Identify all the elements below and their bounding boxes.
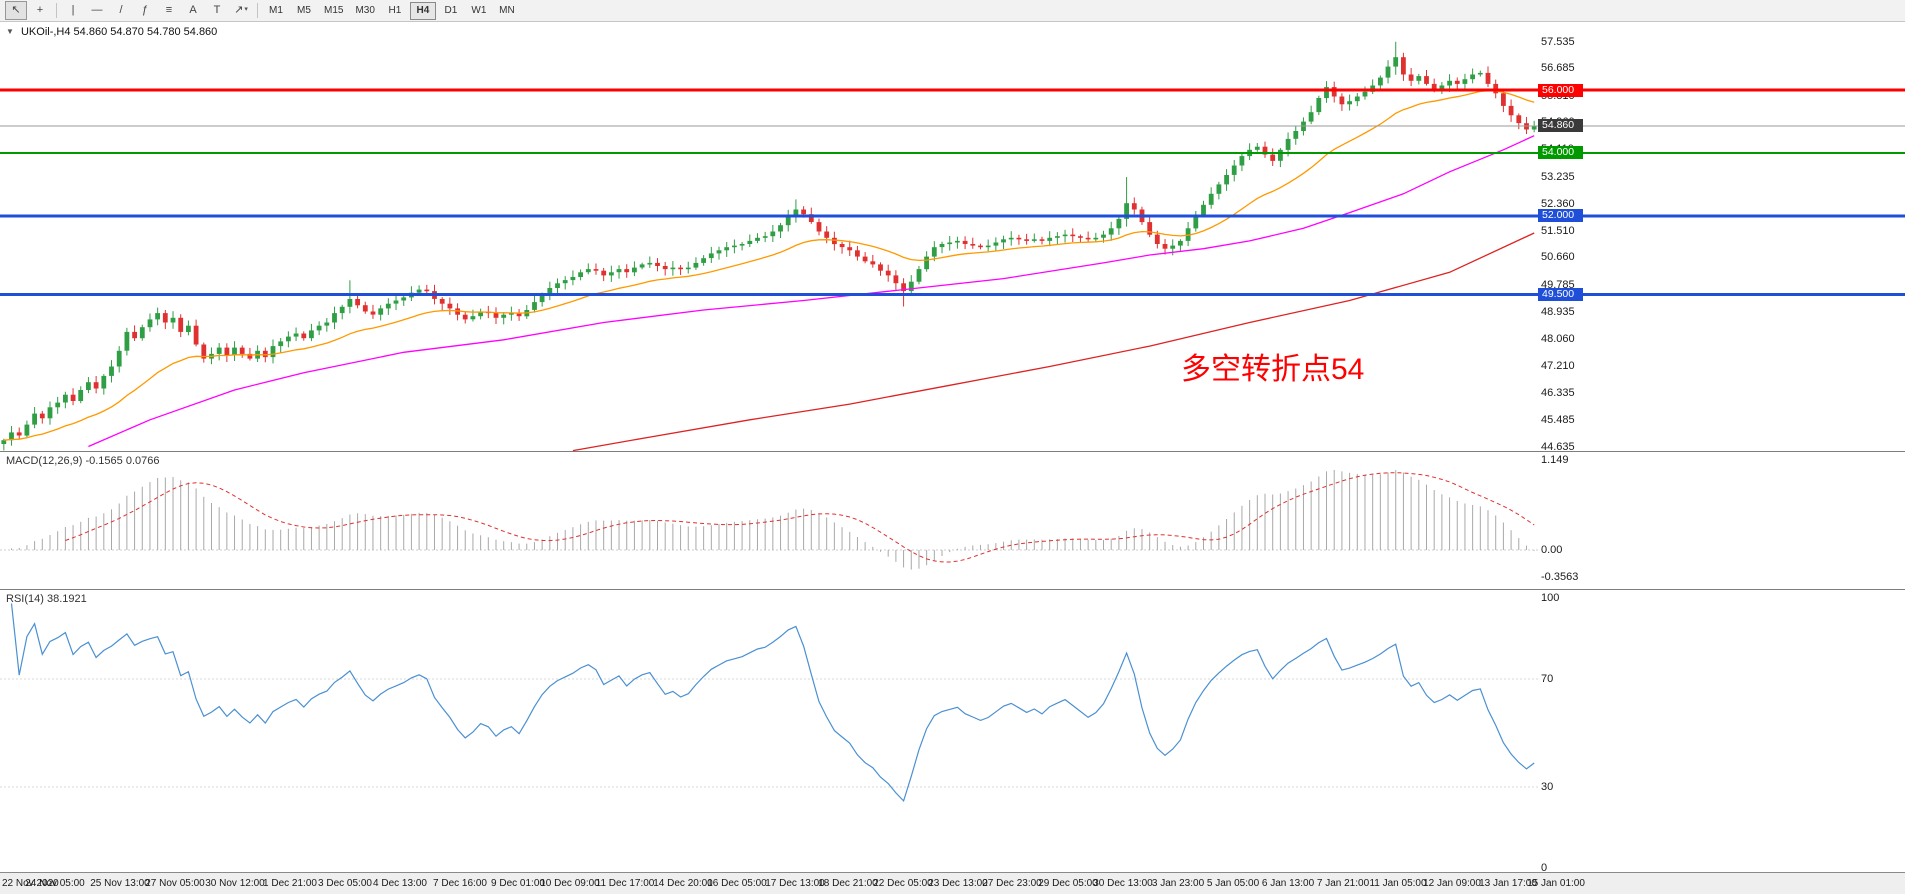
rsi-indicator-label: RSI(14) 38.1921	[6, 593, 87, 605]
timeframe-d1-button[interactable]: D1	[444, 4, 458, 16]
objects-list-tool-icon: ≡	[165, 4, 173, 16]
chevron-down-icon[interactable]: ▼	[6, 27, 14, 36]
rsi-line	[10, 603, 1535, 803]
timeframe-m1-button[interactable]: M1	[269, 4, 283, 16]
time-axis-label: 7 Dec 16:00	[433, 878, 487, 889]
ma-medium-line	[88, 135, 1535, 448]
label-tool-icon: T	[213, 4, 221, 16]
timeframe-h4-button[interactable]: H4	[409, 1, 436, 20]
time-axis-label: 16 Dec 05:00	[707, 878, 767, 889]
vertical-line-tool-icon: |	[71, 4, 75, 16]
time-axis-label: 11 Dec 17:00	[595, 878, 655, 889]
text-tool-icon: A	[189, 4, 197, 16]
time-axis-label: 25 Nov 13:00	[90, 878, 150, 889]
ma-fast-line	[3, 90, 1535, 441]
time-axis-label: 1 Dec 21:00	[263, 878, 317, 889]
trendline-tool-icon: /	[119, 4, 123, 16]
horizontal-line-tool-button[interactable]: —	[86, 1, 108, 20]
time-axis-label: 22 Nov 2020	[2, 878, 59, 889]
candlestick-series	[1, 41, 1537, 451]
time-axis-label: 27 Dec 23:00	[982, 878, 1042, 889]
pointer-tool-button[interactable]: ↖	[5, 1, 27, 20]
time-axis-label: 12 Jan 09:00	[1423, 878, 1481, 889]
time-axis-label: 11 Jan 05:00	[1369, 878, 1427, 889]
time-axis-label: 17 Dec 13:00	[765, 878, 825, 889]
time-axis-label: 13 Jan 17:00	[1479, 878, 1537, 889]
symbol-ohlc-line: ▼ UKOil-,H4 54.860 54.870 54.780 54.860	[6, 26, 217, 38]
time-axis-label: 15 Jan 01:00	[1527, 878, 1585, 889]
time-axis-label: 6 Jan 13:00	[1261, 878, 1315, 889]
chevron-down-icon: ▾	[244, 6, 248, 13]
time-axis-label: 10 Dec 09:00	[540, 878, 600, 889]
timeframe-buttons: M1 M5 M15 M30 H1 H4 D1 W1 MN	[262, 1, 521, 20]
text-tool-button[interactable]: A	[182, 1, 204, 20]
label-tool-button[interactable]: T	[206, 1, 228, 20]
toolbar-separator	[56, 3, 57, 18]
time-axis-label: 3 Dec 05:00	[318, 878, 372, 889]
arrows-tool-button[interactable]: ↗▾	[230, 1, 252, 20]
timeframe-m15-button[interactable]: M15	[324, 4, 344, 16]
time-axis-label: 4 Dec 13:00	[373, 878, 427, 889]
time-axis-label: 5 Jan 05:00	[1206, 878, 1260, 889]
timeframe-h1-button[interactable]: H1	[388, 4, 402, 16]
time-axis-label: 14 Dec 20:00	[653, 878, 713, 889]
vertical-line-tool-button[interactable]: |	[62, 1, 84, 20]
toolbar-tools: ↖ + | — / ƒ ≡ A T ↗▾	[4, 1, 262, 20]
time-axis-label: 3 Jan 23:00	[1151, 878, 1205, 889]
symbol-ohlc-text: UKOil-,H4 54.860 54.870 54.780 54.860	[20, 26, 218, 38]
timeframe-m30-button[interactable]: M30	[355, 4, 375, 16]
time-axis-label: 29 Dec 05:00	[1038, 878, 1098, 889]
time-axis: 22 Nov 2020 24 Nov 05:00 25 Nov 13:00 27 No…	[0, 872, 1905, 894]
macd-histogram	[11, 470, 1535, 570]
trendline-tool-button[interactable]: /	[110, 1, 132, 20]
time-axis-label: 18 Dec 21:00	[818, 878, 878, 889]
time-axis-label: 9 Dec 01:00	[491, 878, 545, 889]
horizontal-line-tool-icon: —	[91, 4, 103, 16]
crosshair-tool-icon: +	[36, 4, 44, 16]
ma-slow-line	[572, 232, 1535, 452]
time-axis-label: 7 Jan 21:00	[1316, 878, 1370, 889]
arrows-tool-icon: ↗	[234, 4, 244, 16]
macd-signal-line	[65, 472, 1535, 563]
timeframe-m5-button[interactable]: M5	[297, 4, 311, 16]
fibonacci-tool-button[interactable]: ƒ	[134, 1, 156, 20]
toolbar-separator	[257, 3, 258, 18]
crosshair-tool-button[interactable]: +	[29, 1, 51, 20]
fibonacci-tool-icon: ƒ	[141, 4, 149, 16]
pointer-tool-icon: ↖	[11, 4, 21, 16]
timeframe-mn-button[interactable]: MN	[499, 4, 515, 16]
time-axis-label: 24 Nov 05:00	[25, 878, 85, 889]
macd-indicator-label: MACD(12,26,9) -0.1565 0.0766	[6, 455, 160, 467]
objects-list-tool-button[interactable]: ≡	[158, 1, 180, 20]
time-axis-label: 27 Nov 05:00	[145, 878, 205, 889]
timeframe-w1-button[interactable]: W1	[471, 4, 487, 16]
time-axis-label: 22 Dec 05:00	[873, 878, 933, 889]
time-axis-label: 30 Dec 13:00	[1093, 878, 1153, 889]
time-axis-label: 23 Dec 13:00	[928, 878, 988, 889]
chart-annotation-text: 多空转折点54	[1181, 353, 1365, 386]
time-axis-label: 30 Nov 12:00	[205, 878, 265, 889]
toolbar: ↖ + | — / ƒ ≡ A T ↗▾ M1 M5 M15 M30 H1 H4 D1 W1 MN	[0, 0, 1905, 22]
